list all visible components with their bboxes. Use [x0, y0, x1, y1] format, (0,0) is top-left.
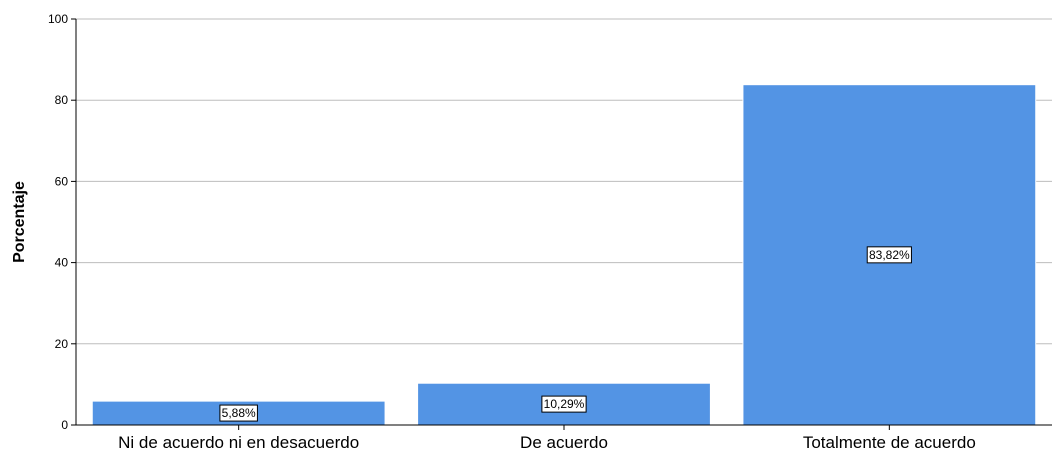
data-label: 10,29% [541, 395, 587, 413]
y-tick-label: 20 [55, 337, 69, 351]
data-labels: 5,88% 10,29% 83,82% [219, 246, 912, 422]
data-label: 83,82% [866, 246, 912, 264]
data-label-box [541, 395, 587, 413]
data-label-box [866, 246, 912, 264]
y-tick-label: 80 [55, 93, 69, 107]
data-label: 5,88% [219, 404, 258, 422]
data-label-text: 5,88% [222, 406, 256, 420]
data-label-text: 10,29% [544, 397, 585, 411]
y-tick-label: 40 [55, 256, 69, 270]
x-category-label: De acuerdo [520, 433, 608, 452]
x-category-label: Ni de acuerdo ni en desacuerdo [118, 433, 359, 452]
y-tick-label: 60 [55, 174, 69, 188]
data-label-box [219, 404, 258, 422]
y-axis-title: Porcentaje [11, 181, 28, 263]
data-label-text: 83,82% [869, 248, 910, 262]
x-category-label: Totalmente de acuerdo [803, 433, 976, 452]
y-tick-label: 100 [48, 12, 68, 26]
y-axis-ticks: 0 20 40 60 80 100 [48, 12, 76, 432]
x-axis-category-labels: Ni de acuerdo ni en desacuerdo De acuerdo… [118, 425, 976, 452]
y-tick-label: 0 [61, 418, 68, 432]
